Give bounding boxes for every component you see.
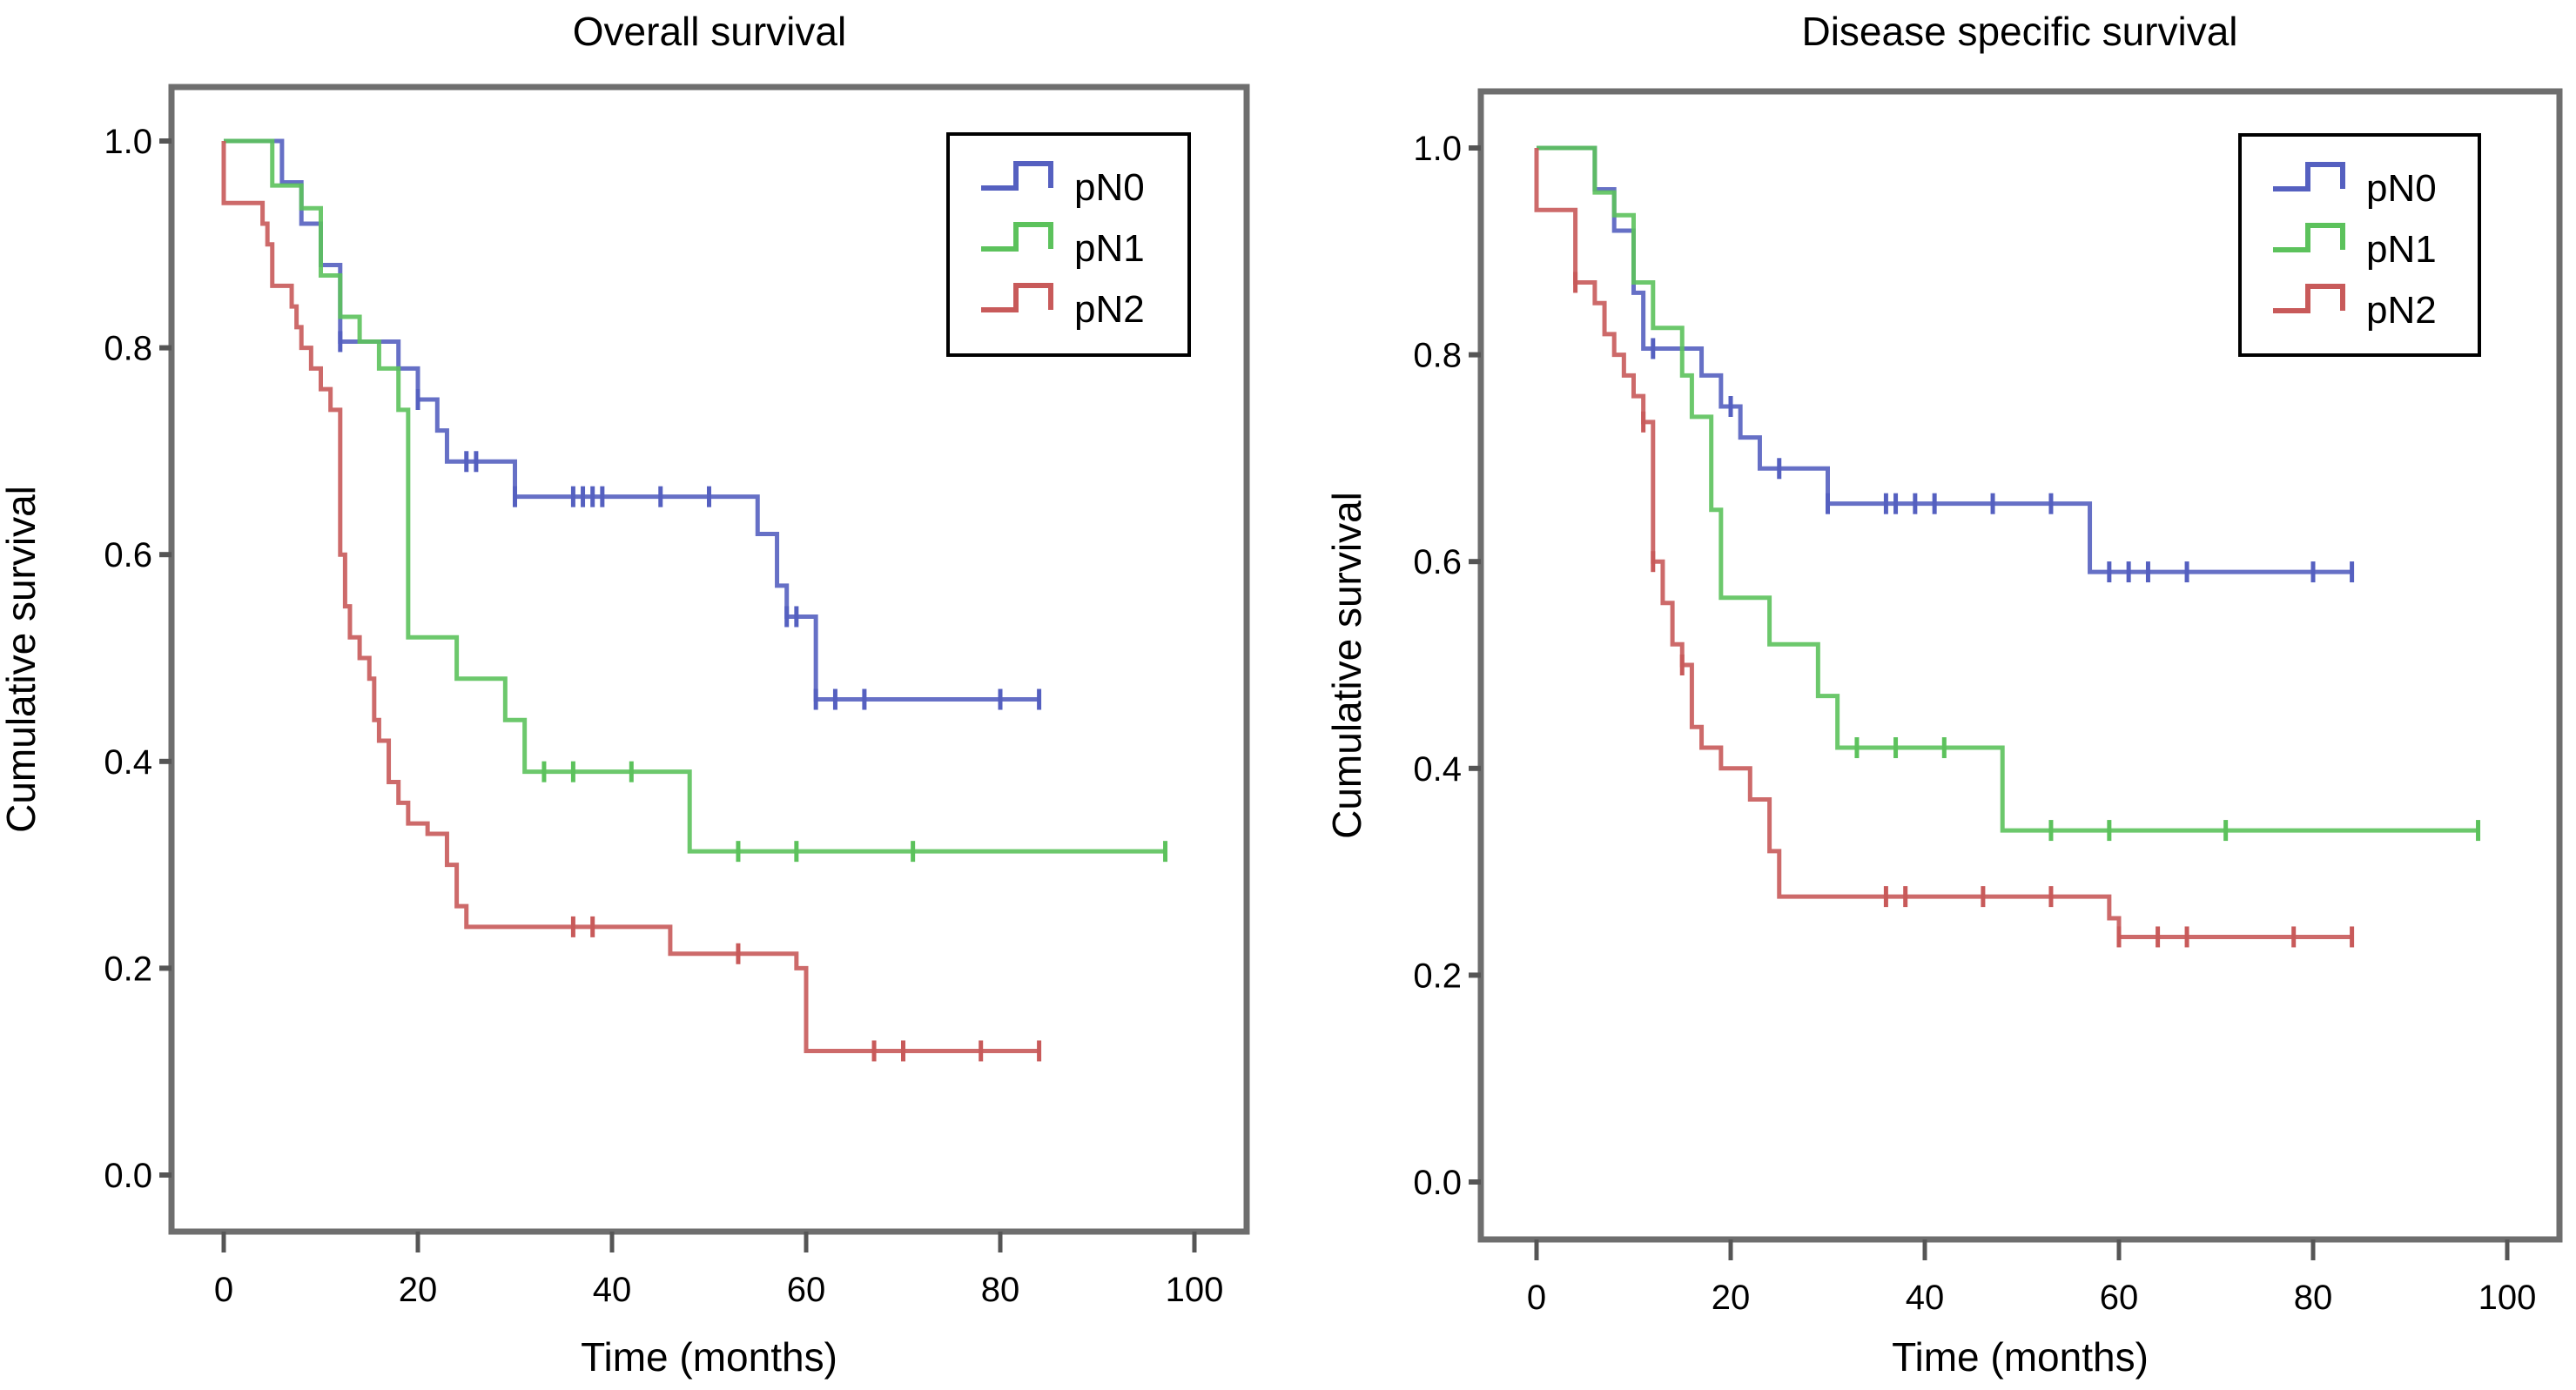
chart-panel-1: Overall survival 0.0 0.2 0.4 0.6 0.8 1.0 0 20 40 6… [0,9,1250,1380]
legend-box [946,132,1191,357]
x-tick-label: 20 [1712,1279,1751,1317]
x-tick-label: 0 [1527,1279,1546,1317]
legend-swatch-pN0 [981,161,1053,191]
survival-curve-pN2 [221,141,1039,1053]
y-tick-label: 1.0 [104,123,152,161]
series-pN0 [224,138,1042,710]
x-axis-label: Time (months) [581,1334,837,1380]
y-tick-label: 0.0 [104,1157,152,1195]
x-tick-label: 80 [2294,1279,2333,1317]
legend-swatch-pN2 [2273,284,2345,313]
x-tick-label: 100 [2478,1279,2537,1317]
x-tick-label: 40 [593,1271,632,1309]
legend-box [2238,133,2481,357]
y-tick-label: 0.4 [104,743,152,782]
legend-label-pN2: pN2 [2366,289,2437,332]
series-pN2 [1534,148,2355,948]
legend-swatch-pN2 [981,283,1053,312]
legend: pN0 pN1 pN2 [2238,133,2481,357]
x-tick-label: 100 [1166,1271,1224,1309]
y-axis-label: Cumulative survival [1324,492,1369,839]
chart-title: Overall survival [573,9,846,54]
y-tick-label: 0.6 [104,536,152,574]
legend-label-pN1: pN1 [1074,227,1145,270]
legend: pN0 pN1 pN2 [946,132,1191,357]
legend-label-pN0: pN0 [2366,167,2437,210]
y-tick-label: 0.8 [1413,337,1462,375]
x-tick-label: 80 [981,1271,1020,1309]
legend-label-pN0: pN0 [1074,166,1145,209]
series-pN1 [1537,145,2481,842]
y-tick-label: 1.0 [1413,130,1462,168]
survival-curve-pN2 [1534,148,2352,939]
y-tick-label: 0.4 [1413,750,1462,789]
legend-label-pN1: pN1 [2366,228,2437,271]
chart-title: Disease specific survival [1801,9,2237,54]
legend-swatch-pN1 [981,222,1053,252]
legend-label-pN2: pN2 [1074,288,1145,331]
x-tick-label: 60 [2100,1279,2139,1317]
x-tick-label: 0 [214,1271,233,1309]
x-tick-label: 40 [1906,1279,1945,1317]
survival-curve-pN0 [224,138,1039,702]
y-tick-label: 0.2 [104,950,152,988]
y-axis-label: Cumulative survival [0,486,44,833]
legend-swatch-pN0 [2273,162,2345,191]
survival-curve-pN1 [1537,145,2478,833]
series-pN1 [224,138,1168,863]
y-tick-label: 0.2 [1413,957,1462,995]
legend-swatch-pN1 [2273,223,2345,252]
survival-curve-pN1 [224,138,1166,854]
x-tick-label: 20 [399,1271,438,1309]
chart-panel-2: Disease specific survival 0.0 0.2 0.4 0.6 0.8… [1324,9,2563,1380]
y-tick-label: 0.6 [1413,543,1462,581]
x-tick-label: 60 [787,1271,826,1309]
x-axis-label: Time (months) [1892,1334,2149,1380]
y-tick-label: 0.8 [104,330,152,368]
series-pN2 [221,141,1042,1062]
y-tick-label: 0.0 [1413,1164,1462,1202]
